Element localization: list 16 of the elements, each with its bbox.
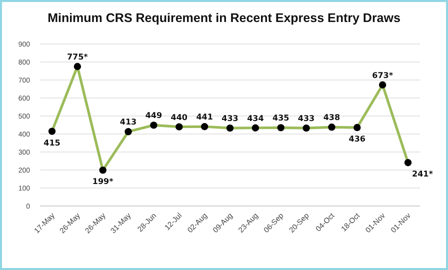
data-label: 673* — [372, 70, 394, 80]
data-label: 413 — [120, 118, 137, 127]
data-label: 441 — [196, 112, 214, 122]
chart-title: Minimum CRS Requirement in Recent Express Entry Draws — [48, 11, 400, 25]
data-label: 440 — [170, 112, 188, 122]
data-label: 199* — [92, 177, 114, 186]
data-label: 436 — [348, 134, 366, 144]
data-label: 241* — [412, 170, 434, 179]
data-label: 775* — [66, 52, 89, 62]
data-label: 433 — [298, 114, 315, 124]
data-label: 433 — [222, 114, 238, 124]
data-label: 434 — [247, 114, 264, 123]
data-label: 415 — [44, 138, 61, 148]
data-label: 435 — [272, 114, 290, 123]
data-label: 449 — [145, 111, 162, 120]
data-label: 438 — [323, 113, 340, 122]
